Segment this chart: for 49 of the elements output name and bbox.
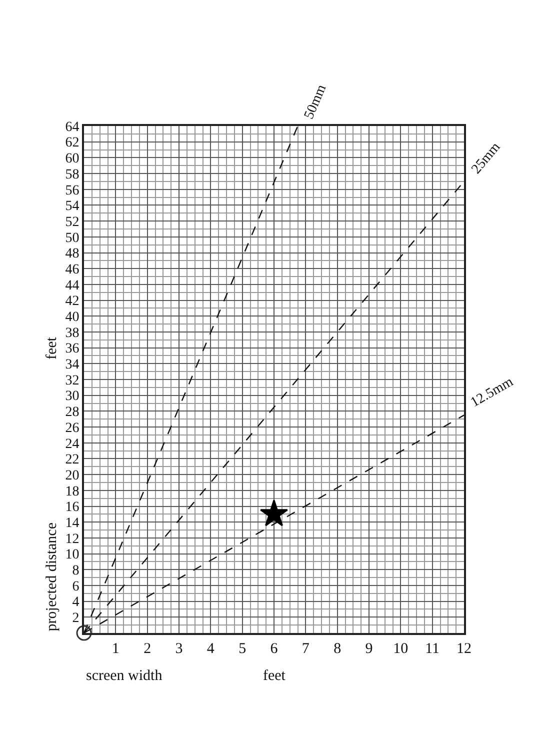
y-tick-label: 50 — [65, 230, 80, 246]
y-tick-label: 42 — [65, 294, 80, 310]
x-tick-label: 12 — [456, 641, 472, 657]
x-axis-title: screen width — [86, 668, 163, 684]
x-tick-label: 4 — [206, 641, 215, 657]
y-tick-label: 62 — [65, 136, 80, 151]
y-tick-label: 52 — [65, 214, 80, 230]
x-tick-label: 11 — [425, 641, 440, 657]
y-tick-label: 12 — [65, 532, 80, 547]
y-tick-label: 8 — [72, 564, 80, 579]
y-tick-label: 26 — [65, 420, 80, 436]
y-tick-label: 16 — [65, 500, 80, 516]
x-tick-label: 3 — [175, 641, 183, 657]
y-tick-label: 44 — [65, 278, 80, 294]
y-tick-label: 10 — [65, 548, 80, 563]
y-tick-label: 24 — [65, 436, 80, 452]
y-tick-label: 6 — [72, 579, 80, 594]
y-tick-label: 64 — [65, 120, 80, 135]
y-tick-label: 58 — [65, 167, 80, 182]
y-tick-label: 4 — [72, 595, 80, 610]
x-tick-label: 5 — [238, 641, 246, 657]
text: 50mm — [302, 82, 330, 122]
y-axis-title: projected distance — [44, 522, 60, 632]
x-tick-label: 10 — [393, 641, 408, 657]
y-tick-label: 30 — [65, 389, 80, 404]
x-tick-label: 1 — [112, 641, 120, 657]
y-tick-label: 22 — [65, 452, 80, 468]
y-tick-label: 40 — [65, 310, 80, 326]
y-tick-label: 46 — [65, 262, 80, 278]
y-tick-label: 20 — [65, 468, 80, 484]
y-tick-label: 48 — [65, 246, 80, 262]
y-tick-label: 18 — [65, 484, 80, 500]
x-tick-label: 6 — [270, 641, 278, 657]
x-tick-label: 2 — [144, 641, 152, 657]
text: feet — [44, 336, 60, 360]
y-tick-label: 14 — [65, 516, 80, 531]
y-tick-label: 28 — [65, 405, 80, 420]
y-tick-label: 54 — [65, 199, 80, 214]
y-tick-label: 60 — [65, 152, 80, 167]
y-tick-label: 34 — [65, 358, 80, 373]
x-tick-label: 9 — [365, 641, 373, 657]
y-tick-label: 56 — [65, 183, 80, 198]
y-tick-label: 38 — [65, 326, 80, 341]
x-tick-label: 7 — [302, 641, 310, 657]
y-tick-label: 32 — [65, 373, 80, 388]
y-tick-label: 2 — [72, 611, 80, 626]
text: feet — [263, 668, 286, 684]
x-tick-label: 8 — [334, 641, 342, 657]
y-tick-label: 36 — [65, 342, 80, 357]
